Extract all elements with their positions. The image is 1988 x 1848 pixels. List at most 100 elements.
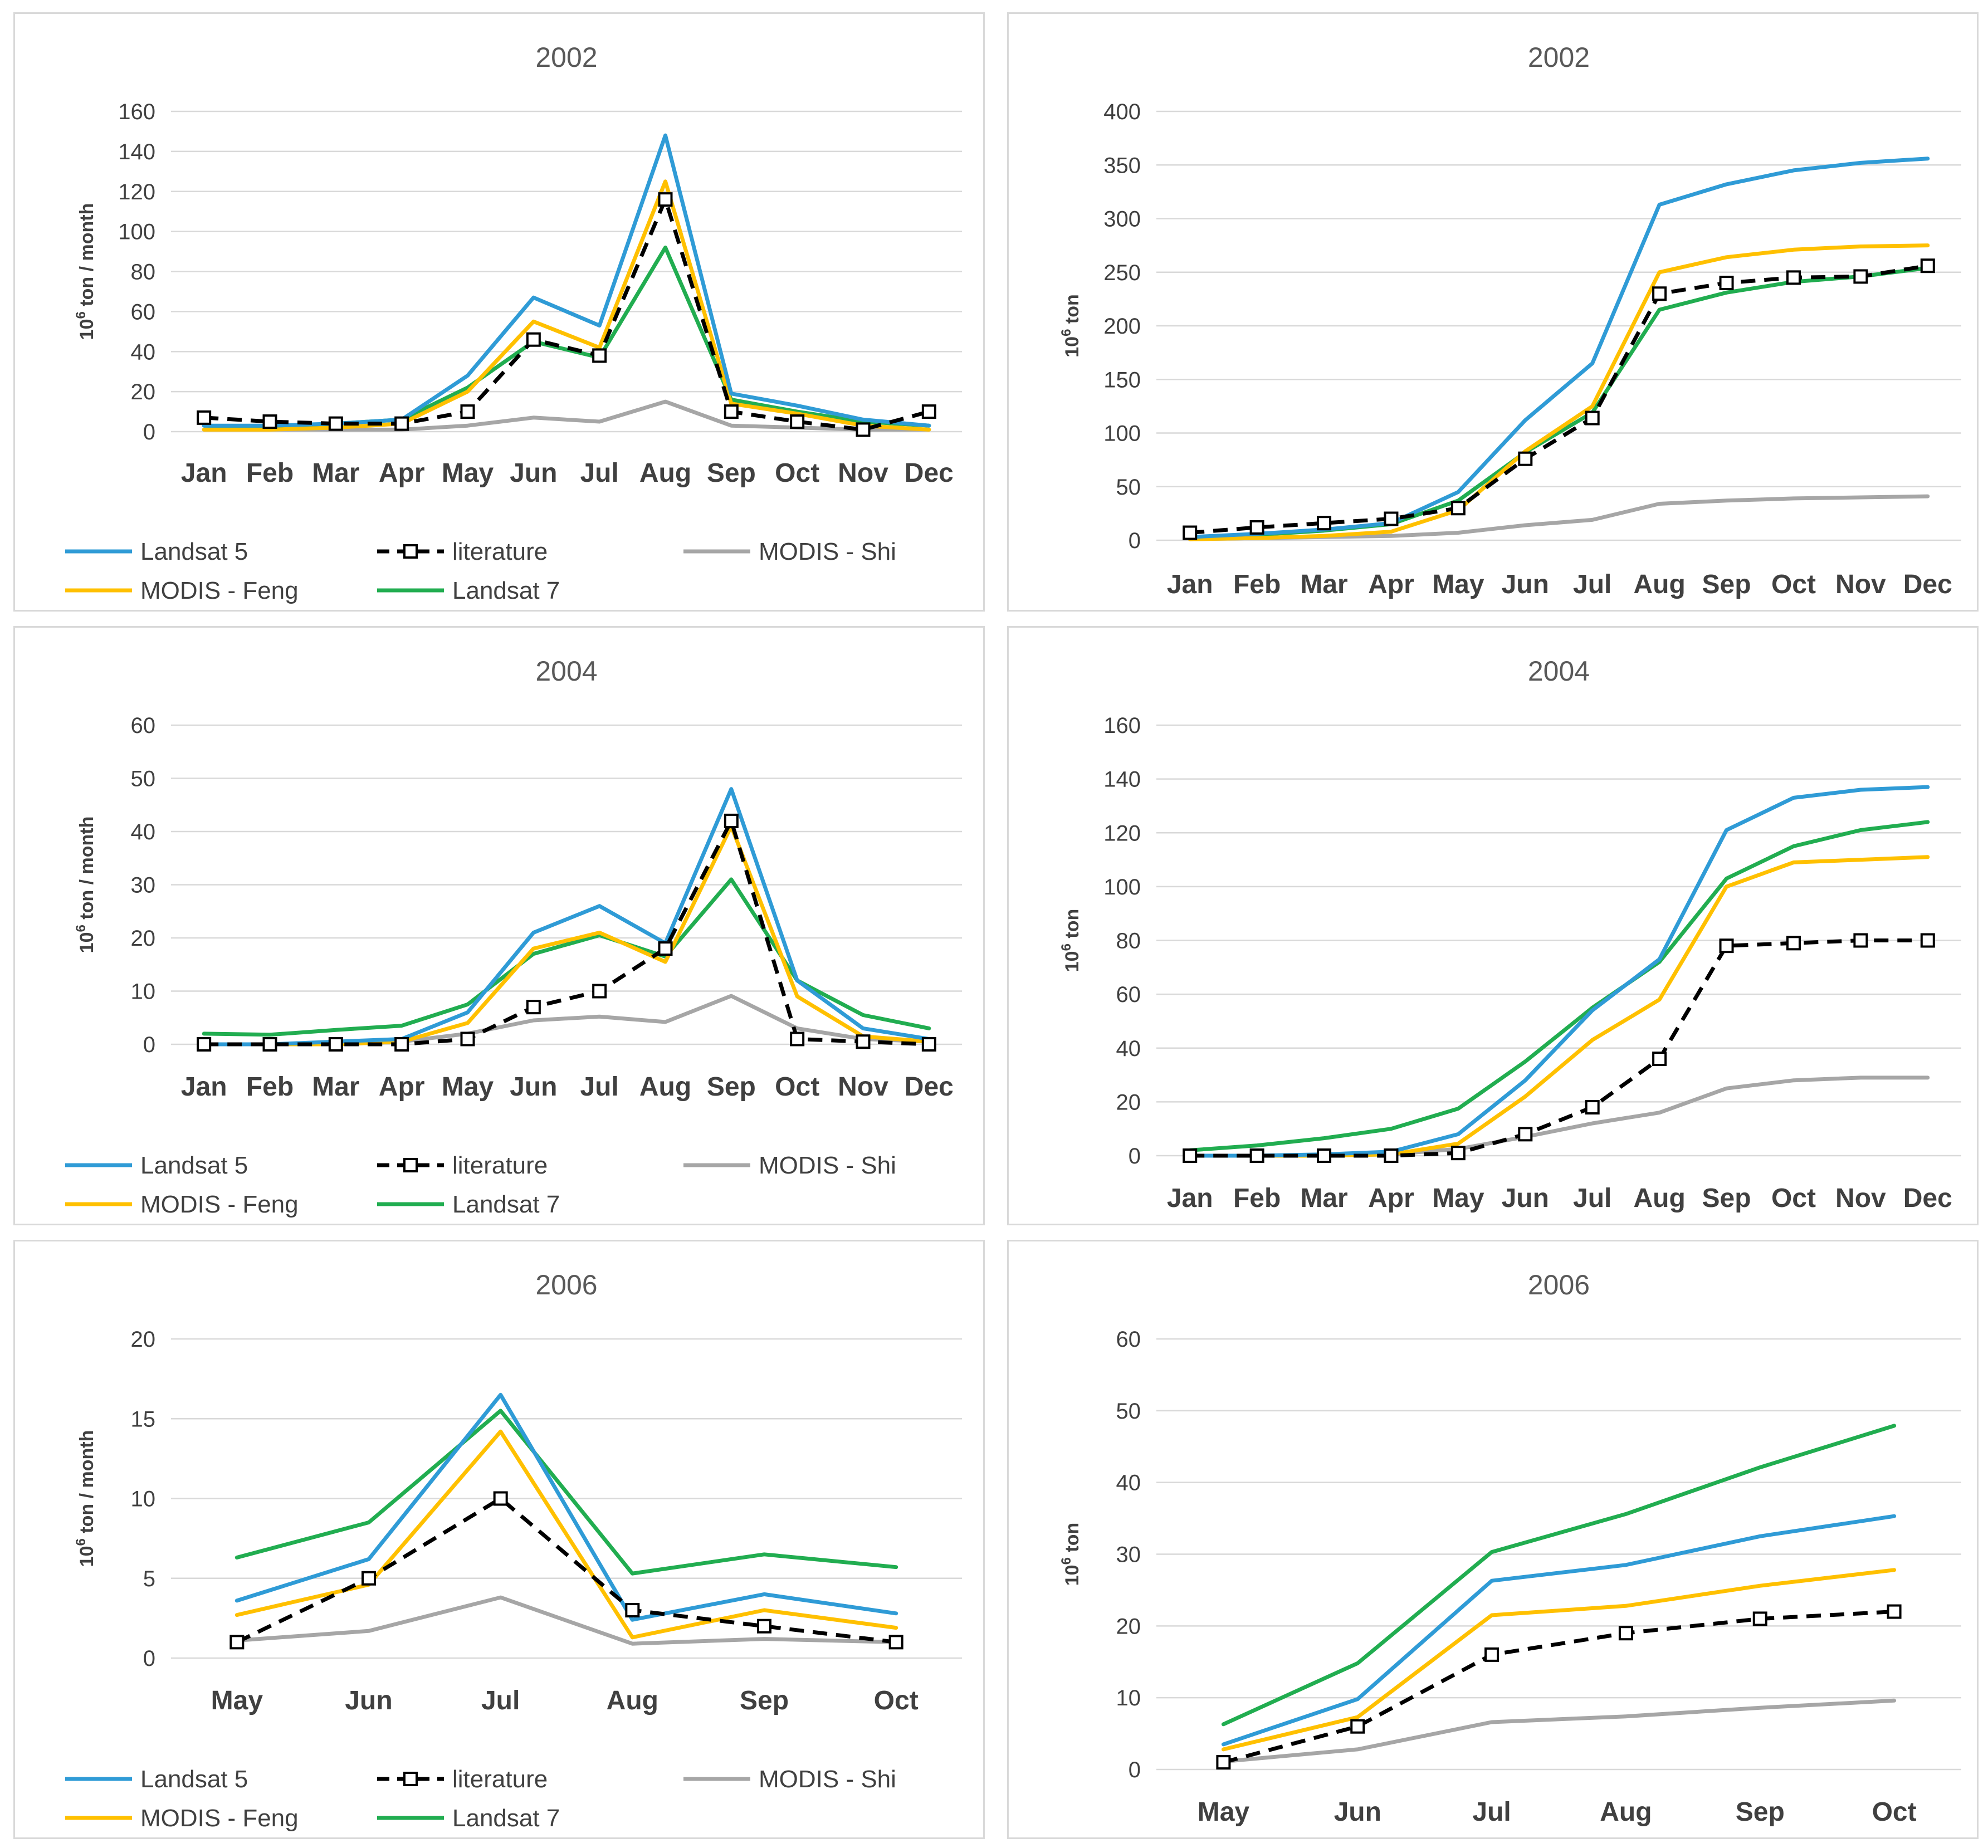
x-tick-label: May bbox=[1198, 1797, 1250, 1827]
literature-point bbox=[790, 1031, 805, 1047]
legend-label: MODIS - Feng bbox=[140, 1191, 299, 1218]
y-tick-label: 100 bbox=[1103, 422, 1141, 446]
literature-point bbox=[856, 422, 871, 437]
literature-point bbox=[1450, 1146, 1466, 1161]
x-tick-label: Aug bbox=[1600, 1797, 1652, 1827]
literature-point bbox=[262, 1037, 277, 1052]
series-line-modis_feng bbox=[202, 179, 931, 432]
literature-point bbox=[526, 332, 541, 347]
literature-point bbox=[1618, 1626, 1633, 1641]
x-tick-label: Jan bbox=[181, 458, 227, 488]
literature-point bbox=[1216, 1755, 1231, 1770]
y-tick-label: 20 bbox=[131, 1327, 156, 1352]
chart-p2004c: 2004 0 20 40 60 80 100 120 140 160 Jan Feb Mar Apr May… bbox=[1059, 656, 1961, 1213]
panel-2004-cumulative: 2004 0 20 40 60 80 100 120 140 160 Jan Feb Mar Apr May… bbox=[1007, 626, 1979, 1225]
legend-item-landsat5: Landsat 5 bbox=[65, 538, 248, 565]
y-tick-label: 0 bbox=[1129, 1758, 1141, 1782]
panel-2004-monthly: 2004 0 10 20 30 40 50 60 Jan Feb Mar Apr May Jun Jul Au… bbox=[13, 626, 985, 1225]
legend-item-modis_feng: MODIS - Feng bbox=[65, 1805, 299, 1832]
literature-point bbox=[757, 1619, 771, 1634]
series-line-landsat5 bbox=[1221, 1514, 1897, 1747]
literature-point bbox=[724, 813, 739, 828]
x-tick-label: May bbox=[1432, 570, 1484, 599]
literature-point bbox=[1853, 269, 1868, 284]
legend-item-modis_feng: MODIS - Feng bbox=[65, 577, 299, 604]
chart-p2002c: 2002 0 50 100 150 200 250 300 350 400 Jan Feb Mar Apr… bbox=[1059, 42, 1961, 599]
x-tick-label: Oct bbox=[1771, 1184, 1816, 1213]
x-tick-label: Jan bbox=[1167, 570, 1213, 599]
literature-point bbox=[1317, 516, 1332, 531]
chart-title: 2004 bbox=[535, 656, 597, 687]
x-tick-label: Dec bbox=[905, 1072, 954, 1102]
series-line-modis_shi bbox=[1188, 1075, 1930, 1158]
literature-point bbox=[262, 414, 277, 429]
chart-title: 2002 bbox=[1528, 42, 1590, 73]
literature-point bbox=[1183, 525, 1198, 540]
x-tick-label: Jun bbox=[1502, 570, 1549, 599]
legend-item-modis_shi: MODIS - Shi bbox=[683, 1152, 896, 1179]
panel-2006-cumulative: 2006 0 10 20 30 40 50 60 May Jun Jul Aug Sep Oct 106 t… bbox=[1007, 1240, 1979, 1839]
literature-point bbox=[1484, 1647, 1499, 1662]
legend-label: MODIS - Shi bbox=[759, 538, 896, 565]
y-tick-label: 80 bbox=[1116, 929, 1141, 954]
literature-point bbox=[856, 1034, 871, 1049]
x-tick-label: Jun bbox=[510, 1072, 557, 1102]
x-tick-label: Jul bbox=[1472, 1797, 1511, 1827]
y-tick-label: 100 bbox=[1103, 875, 1141, 899]
series-line-literature bbox=[1223, 1610, 1894, 1764]
series-line-modis_shi bbox=[235, 1595, 898, 1646]
y-tick-label: 60 bbox=[131, 300, 156, 324]
x-tick-label: Jul bbox=[580, 458, 618, 488]
y-tick-label: 20 bbox=[1116, 1614, 1141, 1639]
y-tick-label: 150 bbox=[1103, 368, 1141, 392]
x-tick-label: Aug bbox=[1633, 1184, 1685, 1213]
chart-p2004m: 2004 0 10 20 30 40 50 60 Jan Feb Mar Apr May Jun Jul Au… bbox=[65, 656, 962, 1218]
x-tick-label: Sep bbox=[1702, 1184, 1751, 1213]
series-line-modis_feng bbox=[1188, 243, 1930, 541]
literature-point bbox=[592, 984, 607, 999]
literature-point bbox=[197, 1037, 212, 1052]
y-tick-label: 0 bbox=[143, 420, 155, 444]
y-tick-label: 50 bbox=[1116, 475, 1141, 500]
y-tick-label: 0 bbox=[143, 1033, 155, 1057]
x-tick-label: Nov bbox=[1835, 570, 1886, 599]
literature-point bbox=[229, 1635, 245, 1650]
x-tick-label: Feb bbox=[246, 1072, 294, 1102]
x-tick-label: Sep bbox=[707, 1072, 756, 1102]
x-tick-label: May bbox=[442, 1072, 494, 1102]
series-line-landsat5 bbox=[1188, 157, 1930, 539]
literature-point bbox=[888, 1635, 903, 1650]
y-tick-label: 60 bbox=[1116, 982, 1141, 1007]
literature-point bbox=[1183, 1148, 1198, 1163]
literature-point bbox=[197, 410, 212, 425]
y-tick-label: 40 bbox=[131, 340, 156, 364]
x-tick-label: Feb bbox=[1233, 570, 1281, 599]
x-tick-label: May bbox=[211, 1686, 263, 1715]
y-axis-label: 106 ton / month bbox=[74, 1430, 97, 1567]
x-tick-label: Nov bbox=[1835, 1184, 1886, 1213]
y-tick-label: 60 bbox=[131, 713, 156, 738]
y-tick-label: 15 bbox=[131, 1407, 156, 1431]
literature-point bbox=[1518, 451, 1533, 466]
y-tick-label: 200 bbox=[1103, 314, 1141, 339]
x-tick-label: Mar bbox=[1300, 570, 1347, 599]
literature-point bbox=[1652, 286, 1667, 301]
chart-p2006m: 2006 0 5 10 15 20 May Jun Jul Aug Sep Oct 106 ton / … bbox=[65, 1269, 962, 1832]
y-tick-label: 30 bbox=[131, 873, 156, 898]
literature-point bbox=[724, 404, 739, 419]
literature-point bbox=[460, 404, 475, 419]
literature-point bbox=[394, 416, 409, 431]
x-tick-label: Mar bbox=[1300, 1184, 1347, 1213]
literature-point bbox=[1786, 936, 1801, 951]
literature-point bbox=[921, 1037, 936, 1052]
literature-point bbox=[1249, 520, 1264, 535]
literature-point bbox=[1384, 1148, 1399, 1163]
y-tick-label: 20 bbox=[1116, 1090, 1141, 1114]
legend-label: Landsat 7 bbox=[452, 1191, 560, 1218]
series-line-landsat7 bbox=[1188, 820, 1930, 1152]
literature-point bbox=[394, 1037, 409, 1052]
series-line-modis_shi bbox=[1221, 1698, 1897, 1764]
x-tick-label: Dec bbox=[1903, 570, 1952, 599]
y-tick-label: 40 bbox=[1116, 1037, 1141, 1061]
y-tick-label: 350 bbox=[1103, 153, 1141, 178]
